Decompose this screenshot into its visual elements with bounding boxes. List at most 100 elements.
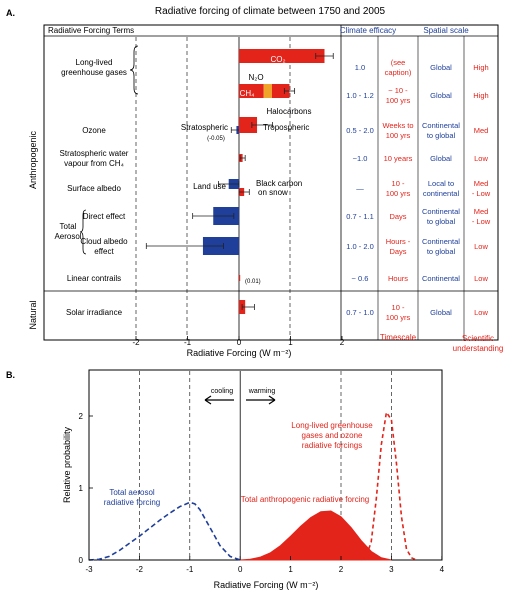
row-label: Linear contrails [67, 274, 121, 283]
header-timescale: Timescale [380, 333, 417, 342]
header-terms: Radiative Forcing Terms [48, 26, 134, 35]
efficacy-value: 1.0 [355, 63, 365, 72]
x-tick-label: 3 [389, 565, 394, 574]
understanding-value: Med [474, 179, 489, 188]
timescale-value: 100 yrs [386, 189, 411, 198]
timescale-value: 10 years [384, 154, 413, 163]
y-tick-label: 1 [79, 484, 84, 493]
timescale-value: 10 - [392, 303, 405, 312]
spatial-value: to global [427, 217, 456, 226]
panel-b-letter: B. [6, 370, 15, 380]
understanding-value: Med [474, 126, 489, 135]
spatial-value: Continental [422, 207, 460, 216]
aerosol-group-label-2: Aerosol [54, 232, 81, 241]
label-halocarbons: Halocarbons [267, 107, 312, 116]
row-label: Direct effect [83, 212, 126, 221]
x-tick-label: 0 [238, 565, 243, 574]
spatial-value: Continental [422, 237, 460, 246]
understanding-value: Low [474, 274, 488, 283]
label-strat-value: (-0.05) [207, 136, 225, 142]
efficacy-value: ~1.0 [353, 154, 368, 163]
spatial-value: Continental [422, 121, 460, 130]
x-tick-label: 0 [237, 338, 242, 347]
brace-ghg [129, 45, 139, 95]
timescale-value: Weeks to [382, 121, 413, 130]
header-understanding-1: Scientific [462, 334, 494, 343]
group-anthropogenic: Anthropogenic [28, 130, 38, 189]
spatial-value: Global [430, 154, 452, 163]
panel-b-xlabel: Radiative Forcing (W m⁻²) [214, 580, 319, 590]
timescale-value: Hours - [386, 237, 411, 246]
timescale-value: 10 - [392, 179, 405, 188]
row-label: Surface albedo [67, 184, 121, 193]
row-label: vapour from CH₄ [64, 159, 124, 168]
panel-a-xlabel: Radiative Forcing (W m⁻²) [187, 348, 292, 358]
row-label: Ozone [82, 126, 106, 135]
timescale-value: Days [389, 212, 406, 221]
header-understanding-2: understanding [453, 344, 504, 353]
timescale-value: Days [389, 247, 406, 256]
timescale-value: ~ 10 - [388, 86, 408, 95]
understanding-value: High [473, 63, 488, 72]
x-tick-label: 4 [440, 565, 445, 574]
panel-b-frame [88, 369, 443, 561]
x-tick-label: -2 [136, 565, 144, 574]
label-black-carbon-2: on snow [258, 188, 288, 197]
row-label: effect [94, 247, 114, 256]
understanding-value: High [473, 91, 488, 100]
efficacy-value: 1.0 - 2.0 [346, 242, 374, 251]
ghg-ozone-curve [360, 410, 417, 561]
row-label: Long-lived [76, 58, 113, 67]
understanding-value: - Low [472, 189, 491, 198]
ghg-label-1: Long-lived greenhouse [291, 421, 373, 430]
understanding-value: Low [474, 308, 488, 317]
total-anthropogenic-curve [240, 510, 392, 561]
ghg-label-3: radiative forcings [302, 441, 362, 450]
forcing-bar [239, 84, 264, 98]
efficacy-value: 0.5 - 2.0 [346, 126, 374, 135]
understanding-value: Low [474, 154, 488, 163]
cooling-label: cooling [211, 388, 233, 395]
cooling-arrow [204, 395, 234, 405]
spatial-value: Continental [422, 274, 460, 283]
warming-arrow [246, 395, 276, 405]
label-land-use: Land use [193, 182, 226, 191]
label-black-carbon-1: Black carbon [256, 179, 302, 188]
timescale-value: Hours [388, 274, 408, 283]
spatial-value: Global [430, 91, 452, 100]
panel-a-letter: A. [6, 8, 15, 18]
forcing-bar [239, 275, 241, 281]
efficacy-value: 1.0 - 1.2 [346, 91, 374, 100]
spatial-value: to global [427, 247, 456, 256]
panel-a-title: Radiative forcing of climate between 175… [155, 6, 386, 17]
x-tick-label: -1 [184, 338, 192, 347]
efficacy-value: ~ 0.6 [352, 274, 369, 283]
aerosol-group-label-1: Total [60, 222, 77, 231]
understanding-value: - Low [472, 217, 491, 226]
row-label: greenhouse gases [61, 68, 127, 77]
timescale-value: 100 yrs [386, 96, 411, 105]
label-ch4: CH₄ [240, 89, 255, 98]
timescale-value: 100 yrs [386, 313, 411, 322]
x-tick-label: -3 [85, 565, 93, 574]
forcing-bar [271, 84, 290, 98]
timescale-value: (see [391, 58, 406, 67]
label-contrail-value: (0.01) [245, 279, 261, 285]
x-tick-label: 1 [288, 338, 293, 347]
total-label: Total anthropogenic radiative forcing [241, 495, 370, 504]
x-tick-label: -2 [132, 338, 140, 347]
forcing-bar [239, 117, 258, 133]
header-efficacy: Climate efficacy [340, 26, 396, 35]
header-spatial: Spatial scale [423, 26, 469, 35]
label-co2: CO₂ [270, 55, 285, 64]
label-n2o: N₂O [248, 73, 263, 82]
forcing-bar [263, 84, 272, 98]
understanding-value: Med [474, 207, 489, 216]
efficacy-value: 0.7 - 1.1 [346, 212, 374, 221]
y-tick-label: 0 [79, 556, 84, 565]
label-stratospheric: Stratospheric [181, 123, 228, 132]
spatial-value: Local to [428, 179, 454, 188]
aerosol-label-2: radiative forcing [104, 498, 160, 507]
understanding-value: Low [474, 242, 488, 251]
